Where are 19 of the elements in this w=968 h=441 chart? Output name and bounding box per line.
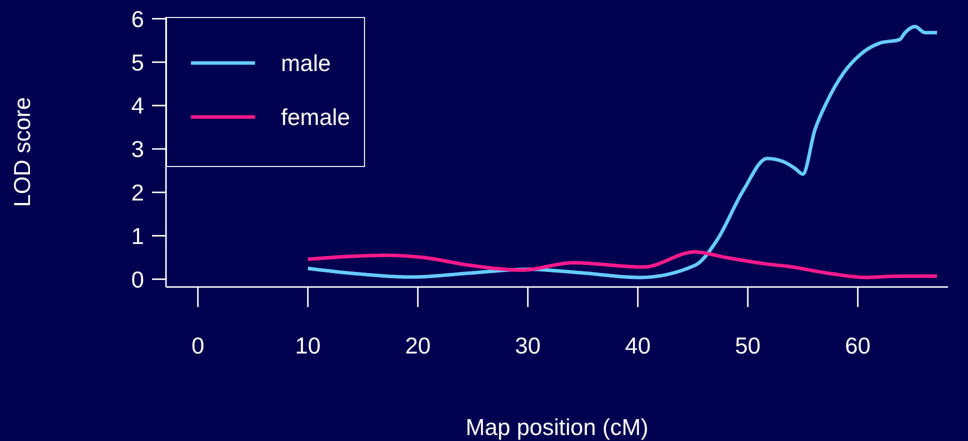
x-tick-label: 50 [735,332,761,358]
y-tick-label: 0 [131,266,144,292]
x-tick-label: 10 [295,332,321,358]
legend-label: female [281,104,350,130]
y-tick-label: 6 [131,6,144,32]
y-axis-title: LOD score [9,97,36,207]
x-tick-label: 0 [191,332,204,358]
x-tick-label: 40 [625,332,651,358]
x-tick-label: 30 [515,332,541,358]
y-tick-label: 5 [131,49,144,76]
x-tick-label: 20 [405,332,431,358]
y-tick-label: 4 [131,92,144,119]
y-tick-label: 1 [131,222,144,249]
line-series [306,250,939,280]
y-tick-label: 3 [131,136,144,162]
y-tick-label: 2 [131,180,144,206]
legend-label: male [281,50,331,76]
x-tick-label: 60 [845,332,871,358]
x-axis-title: Map position (cM) [466,414,648,440]
